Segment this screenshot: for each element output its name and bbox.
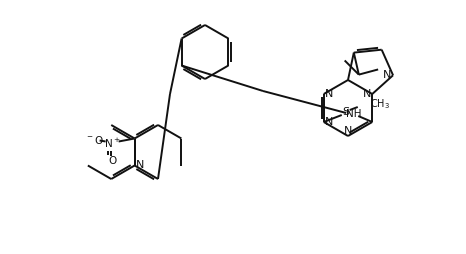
Text: N: N xyxy=(136,161,144,170)
Text: NH: NH xyxy=(347,109,362,119)
Text: N: N xyxy=(324,117,333,127)
Text: CH$_3$: CH$_3$ xyxy=(370,97,390,111)
Text: N: N xyxy=(344,126,352,136)
Text: N: N xyxy=(324,89,333,99)
Text: N$^+$: N$^+$ xyxy=(104,137,121,150)
Text: S: S xyxy=(342,107,350,117)
Text: O: O xyxy=(109,155,117,166)
Text: N: N xyxy=(363,89,371,99)
Text: $^-$O: $^-$O xyxy=(85,134,104,146)
Text: N: N xyxy=(383,70,391,80)
